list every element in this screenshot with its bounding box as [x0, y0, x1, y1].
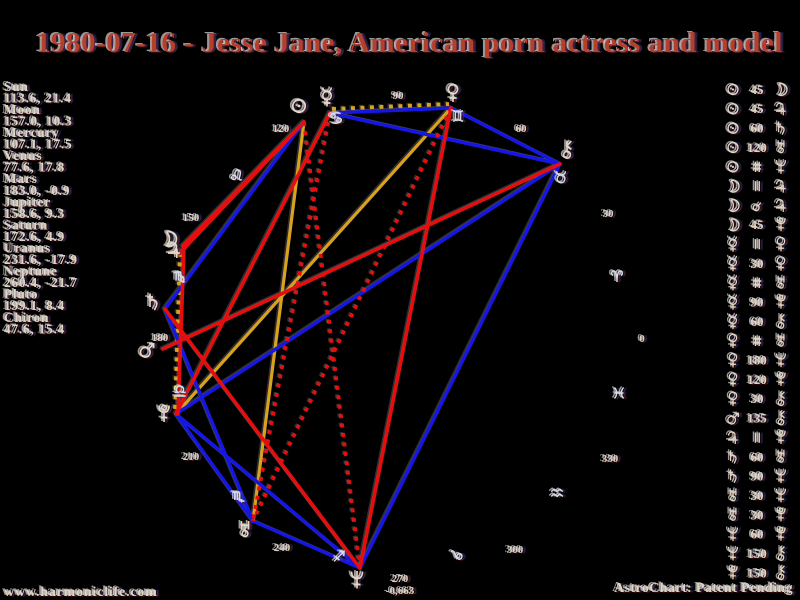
svg-text:30: 30: [751, 488, 764, 503]
svg-text:120: 120: [273, 123, 290, 135]
svg-text:199.1, 8.4: 199.1, 8.4: [4, 298, 65, 313]
svg-text:120: 120: [747, 372, 767, 387]
svg-text:157.0, 10.3: 157.0, 10.3: [4, 114, 72, 129]
svg-text:60: 60: [751, 449, 764, 464]
svg-text:www.harmoniclife.com: www.harmoniclife.com: [4, 585, 158, 600]
svg-text:150: 150: [747, 546, 767, 561]
svg-text:47.6, 15.4: 47.6, 15.4: [4, 321, 65, 336]
svg-text:Sun: Sun: [4, 79, 29, 94]
svg-text:45: 45: [751, 82, 765, 97]
svg-text:90: 90: [393, 90, 405, 102]
svg-text:-0,663: -0,663: [386, 585, 415, 597]
svg-text:172.6, 4.9: 172.6, 4.9: [4, 229, 65, 244]
svg-text:183.0, -0.9: 183.0, -0.9: [4, 183, 70, 198]
svg-text:240: 240: [274, 542, 291, 554]
svg-text:270: 270: [392, 573, 409, 585]
svg-text:30: 30: [603, 208, 615, 220]
svg-text:1980-07-16 - Jesse Jane, Ameri: 1980-07-16 - Jesse Jane, American porn a…: [36, 27, 783, 59]
svg-text:Moon: Moon: [4, 102, 41, 117]
svg-text:Venus: Venus: [4, 148, 42, 163]
svg-text:30: 30: [751, 391, 764, 406]
svg-text:90: 90: [751, 469, 764, 484]
svg-text:158.6, 9.3: 158.6, 9.3: [4, 206, 65, 221]
svg-text:Chiron: Chiron: [4, 310, 49, 325]
svg-text:77.6, 17.8: 77.6, 17.8: [4, 160, 65, 175]
svg-text:330: 330: [602, 453, 619, 465]
svg-text:60: 60: [751, 314, 764, 329]
svg-text:Uranus: Uranus: [4, 241, 51, 256]
svg-text:60: 60: [751, 121, 764, 136]
svg-text:45: 45: [751, 101, 765, 116]
svg-text:30: 30: [751, 507, 764, 522]
svg-text:150: 150: [183, 212, 200, 224]
svg-text:60: 60: [751, 527, 764, 542]
svg-text:260.4, -21.7: 260.4, -21.7: [4, 275, 78, 290]
svg-text:Pluto: Pluto: [4, 287, 38, 302]
svg-text:135: 135: [747, 411, 767, 426]
svg-text:180: 180: [152, 332, 169, 344]
svg-text:Jupiter: Jupiter: [4, 194, 51, 209]
svg-text:210: 210: [183, 451, 200, 463]
svg-text:Mars: Mars: [4, 171, 38, 186]
svg-text:120: 120: [747, 140, 767, 155]
svg-text:30: 30: [751, 256, 764, 271]
svg-text:0: 0: [639, 333, 645, 345]
svg-text:Neptune: Neptune: [4, 264, 58, 279]
svg-text:AstroChart: Patent Pending: AstroChart: Patent Pending: [614, 581, 793, 596]
svg-text:113.6, 21.4: 113.6, 21.4: [4, 90, 72, 105]
svg-text:107.1, 17.5: 107.1, 17.5: [4, 137, 72, 152]
svg-text:90: 90: [751, 295, 764, 310]
svg-text:60: 60: [516, 123, 528, 135]
svg-text:45: 45: [751, 217, 765, 232]
svg-text:300: 300: [507, 544, 524, 556]
svg-text:Mercury: Mercury: [4, 125, 60, 140]
svg-text:180: 180: [747, 353, 767, 368]
svg-text:Saturn: Saturn: [4, 217, 48, 232]
svg-text:150: 150: [747, 565, 767, 580]
svg-text:231.6, -17.9: 231.6, -17.9: [4, 252, 78, 267]
